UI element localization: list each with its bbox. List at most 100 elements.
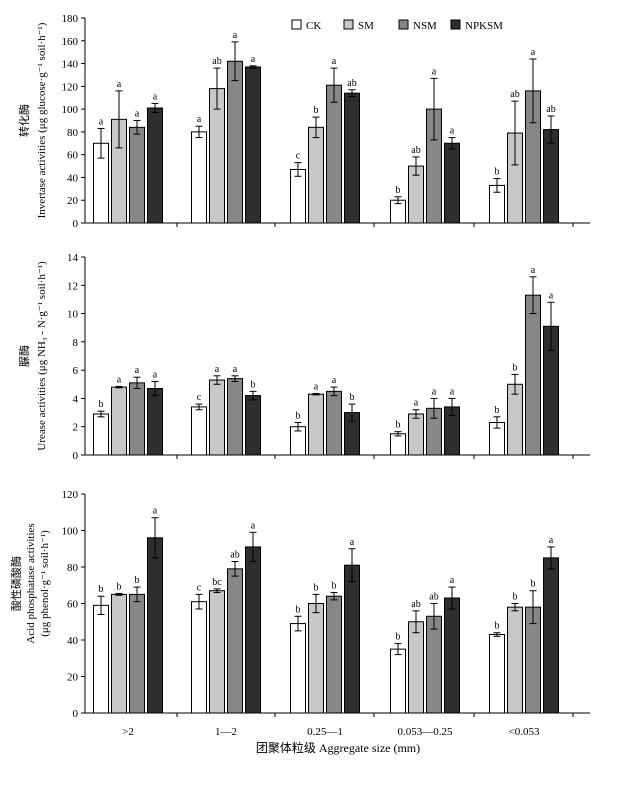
legend: CK SM NSM NPKSM xyxy=(291,19,503,32)
significance-letter: a xyxy=(117,374,122,385)
significance-letter: b xyxy=(296,604,301,615)
significance-letter: b xyxy=(314,582,319,593)
significance-letter: b xyxy=(99,584,104,595)
bar-ck-3 xyxy=(290,168,306,224)
legend-swatch-npksm xyxy=(450,19,461,30)
bar-nsm-3 xyxy=(326,390,342,456)
bar-ck-5 xyxy=(489,634,505,714)
significance-letter: ab xyxy=(411,145,420,156)
bar-ck-1 xyxy=(93,604,109,714)
bar-sm-3 xyxy=(308,393,324,456)
legend-label-ck: CK xyxy=(306,20,321,32)
significance-letter: b xyxy=(296,410,301,421)
y-axis-label-en: Acid phosphatase activities xyxy=(25,523,37,643)
significance-letter: a xyxy=(414,398,419,409)
y-tick-label: 0 xyxy=(73,450,79,462)
significance-letter: ab xyxy=(347,78,356,89)
bar-nsm-1 xyxy=(129,382,145,456)
bar-sm-2 xyxy=(209,590,225,714)
y-tick-label: 80 xyxy=(67,127,79,139)
significance-letter: b xyxy=(513,592,518,603)
significance-letter: b xyxy=(99,399,104,410)
significance-letter: a xyxy=(135,365,140,376)
significance-letter: ab xyxy=(411,599,420,610)
y-tick-label: 12 xyxy=(67,280,78,292)
x-tick-label: 0.053—0.25 xyxy=(398,726,454,738)
significance-letter: a xyxy=(350,537,355,548)
y-tick-label: 6 xyxy=(73,365,79,377)
significance-letter: b xyxy=(495,621,500,632)
significance-letter: b xyxy=(531,579,536,590)
y-tick-label: 120 xyxy=(62,81,79,93)
panel-2: 0 2 4 6 8 10 12 14 b c b b b a a a a b a a a a a a b b a a 脲酶 Urease … xyxy=(18,252,590,462)
significance-letter: a xyxy=(135,109,140,120)
significance-letter: a xyxy=(549,535,554,546)
significance-letter: bc xyxy=(212,577,222,588)
bar-npksm-4 xyxy=(444,142,460,224)
y-axis-label-cn: 脲酶 xyxy=(18,345,31,367)
bar-sm-1 xyxy=(111,593,127,714)
y-tick-label: 120 xyxy=(62,489,79,501)
legend-label-npksm: NPKSM xyxy=(465,20,503,32)
significance-letter: b xyxy=(513,362,518,373)
y-tick-label: 100 xyxy=(62,104,79,116)
significance-letter: a xyxy=(251,520,256,531)
bar-sm-1 xyxy=(111,386,127,456)
bar-npksm-5 xyxy=(543,557,559,714)
significance-letter: b xyxy=(396,185,401,196)
significance-letter: ab xyxy=(429,592,438,603)
significance-letter: b xyxy=(314,105,319,116)
significance-letter: ab xyxy=(230,550,239,561)
bar-ck-2 xyxy=(191,131,207,224)
significance-letter: b xyxy=(135,575,140,586)
y-tick-label: 180 xyxy=(62,13,79,25)
legend-swatch-nsm xyxy=(398,19,409,30)
y-tick-label: 160 xyxy=(62,36,79,48)
y-tick-label: 20 xyxy=(67,195,79,207)
y-axis-label-en-units: (μg phenol·g⁻¹ soil·h⁻¹) xyxy=(39,530,51,637)
y-tick-label: 60 xyxy=(67,599,79,611)
significance-letter: a xyxy=(99,116,104,127)
bar-ck-2 xyxy=(191,406,207,456)
significance-letter: b xyxy=(495,405,500,416)
significance-letter: a xyxy=(153,506,158,517)
significance-letter: b xyxy=(251,379,256,390)
significance-letter: a xyxy=(531,47,536,58)
significance-letter: b xyxy=(350,392,355,403)
significance-letter: a xyxy=(332,375,337,386)
bar-nsm-2 xyxy=(227,568,243,714)
significance-letter: a xyxy=(332,56,337,67)
significance-letter: a xyxy=(531,265,536,276)
y-tick-label: 60 xyxy=(67,150,79,162)
y-tick-label: 40 xyxy=(67,172,79,184)
y-tick-label: 140 xyxy=(62,59,79,71)
x-tick-label: 1—2 xyxy=(215,726,237,738)
bar-npksm-2 xyxy=(245,546,261,714)
bar-nsm-4 xyxy=(426,615,442,714)
bar-npksm-1 xyxy=(147,107,163,224)
significance-letter: ab xyxy=(212,56,221,67)
bar-nsm-2 xyxy=(227,60,243,224)
significance-letter: a xyxy=(153,369,158,380)
bar-npksm-2 xyxy=(245,395,261,456)
y-tick-label: 4 xyxy=(73,393,79,405)
significance-letter: a xyxy=(197,114,202,125)
bar-npksm-1 xyxy=(147,388,163,456)
y-tick-label: 2 xyxy=(73,422,79,434)
significance-letter: a xyxy=(432,66,437,77)
significance-letter: a xyxy=(251,54,256,65)
significance-letter: a xyxy=(117,79,122,90)
bar-sm-4 xyxy=(408,413,424,456)
significance-letter: c xyxy=(296,151,301,162)
bar-ck-3 xyxy=(290,623,306,714)
bar-ck-4 xyxy=(390,433,406,456)
significance-letter: a xyxy=(215,364,220,375)
y-tick-label: 100 xyxy=(62,526,79,538)
legend-swatch-sm xyxy=(343,19,354,30)
significance-letter: a xyxy=(549,290,554,301)
bar-sm-5 xyxy=(507,606,523,714)
y-axis-label-cn: 酸性磷酸酶 xyxy=(9,556,23,611)
y-tick-label: 40 xyxy=(67,635,79,647)
x-tick-label: >2 xyxy=(122,726,134,738)
